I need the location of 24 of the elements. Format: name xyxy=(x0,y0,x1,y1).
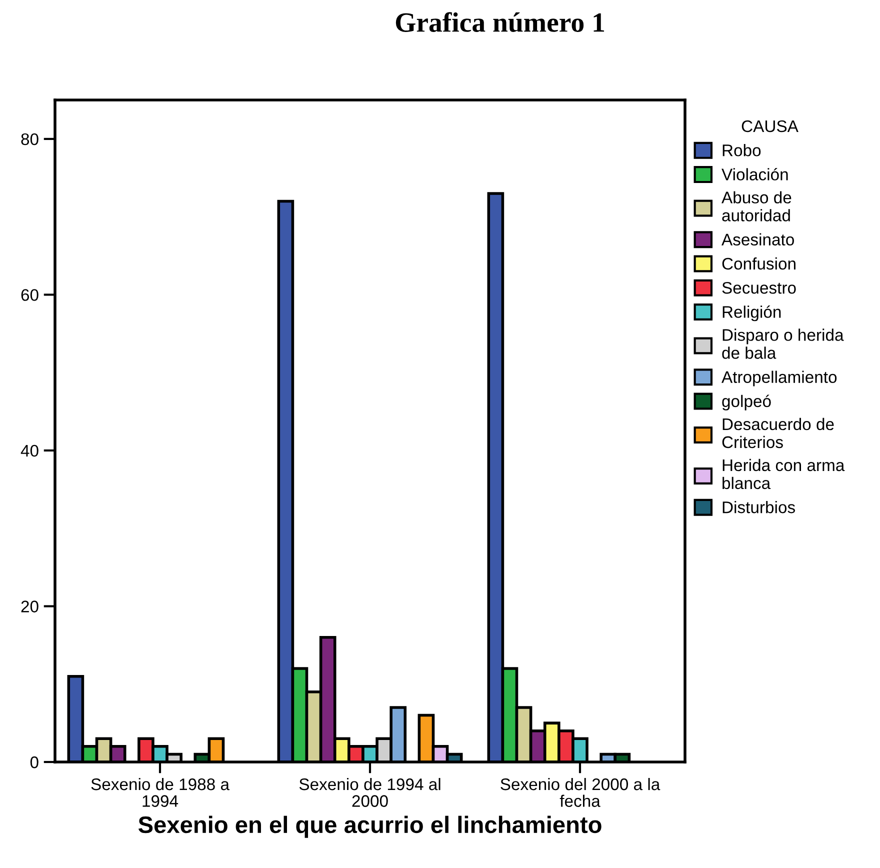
legend-label: Herida con arma blanca xyxy=(722,458,845,490)
legend-label: Religión xyxy=(722,305,781,322)
legend-label: Atropellamiento xyxy=(722,370,837,386)
y-tick-label: 80 xyxy=(21,133,38,146)
x-tick-label: Sexenio del 2000 a la fecha xyxy=(500,778,660,807)
legend-label: Abuso de autoridad xyxy=(722,191,792,222)
y-tick-label: 40 xyxy=(20,444,38,457)
x-tick-label: Sexenio de 1988 a 1994 xyxy=(91,778,230,807)
legend-title: CAUSA xyxy=(742,120,798,132)
y-tick-label: 60 xyxy=(21,289,38,301)
legend-label: Desacuerdo de Criterios xyxy=(722,418,834,448)
y-tick-label: 0 xyxy=(30,756,38,768)
legend-label: Disturbios xyxy=(722,500,795,514)
chart-title: Grafica número 1 xyxy=(396,12,604,32)
legend-label: Violación xyxy=(722,168,788,180)
legend-label: golpeó xyxy=(722,394,771,410)
x-axis-title: Sexenio en el que acurrio el linchamiento xyxy=(138,816,602,838)
y-tick-label: 20 xyxy=(21,600,38,612)
legend-label: Secuestro xyxy=(722,282,796,294)
legend-label: Confusion xyxy=(722,257,796,270)
x-tick-label: Sexenio de 1994 al 2000 xyxy=(299,778,440,807)
legend-label: Disparo o herida de bala xyxy=(722,328,844,359)
legend-label: Asesinato xyxy=(722,233,794,246)
legend-label: Robo xyxy=(722,144,761,156)
